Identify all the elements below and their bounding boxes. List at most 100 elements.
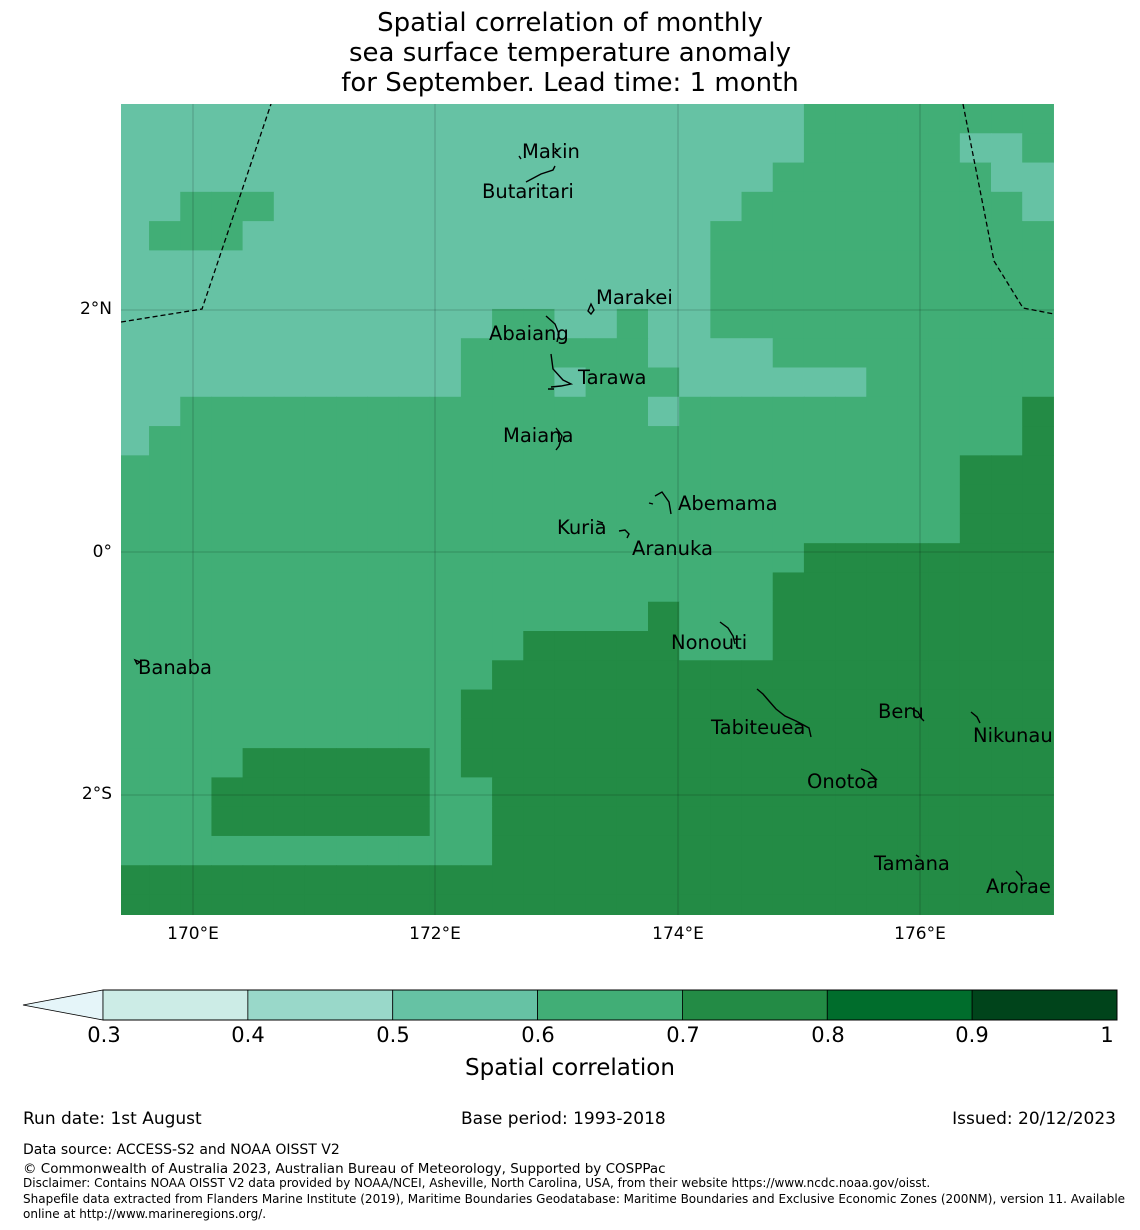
colorbar-tick-1: 1 (1100, 1023, 1114, 1047)
grid-cell (492, 718, 524, 749)
colorbar-extend-arrow (22, 989, 104, 1021)
grid-cell (273, 748, 306, 778)
grid-cell (866, 250, 899, 281)
grid-cell (304, 162, 337, 193)
grid-cell (460, 777, 493, 808)
grid-cell (835, 601, 867, 632)
grid-cell (367, 133, 400, 164)
grid-cell (211, 601, 244, 632)
grid-cell (772, 367, 805, 398)
grid-cell (460, 308, 493, 339)
grid-cell (523, 133, 556, 164)
grid-cell (866, 631, 899, 661)
grid-cell (367, 484, 400, 515)
grid-cell (211, 426, 244, 456)
grid-cell (772, 338, 805, 369)
grid-cell (367, 221, 400, 251)
grid-cell (429, 396, 462, 427)
grid-cell (991, 865, 1023, 896)
grid-cell (928, 104, 961, 134)
grid-cell (897, 338, 930, 369)
grid-cell (273, 513, 306, 544)
grid-cell (492, 572, 524, 603)
grid-cell (211, 250, 244, 281)
grid-cell (928, 572, 961, 603)
grid-cell (772, 601, 805, 632)
grid-cell (336, 865, 368, 896)
grid-cell (398, 308, 431, 339)
grid-cell (121, 221, 150, 251)
grid-cell (523, 631, 556, 661)
grid-cell (866, 396, 899, 427)
grid-cell (710, 689, 743, 720)
grid-cell (273, 777, 306, 808)
grid-cell (928, 426, 961, 456)
grid-cell (149, 455, 181, 486)
grid-cell (554, 543, 587, 574)
grid-cell (991, 279, 1023, 310)
grid-cell (429, 338, 462, 369)
grid-cell (616, 308, 649, 339)
grid-cell (304, 865, 337, 896)
grid-cell (897, 221, 930, 251)
grid-cell (121, 308, 150, 339)
grid-cell (585, 806, 618, 837)
grid-cell (679, 572, 711, 603)
grid-cell (242, 279, 275, 310)
grid-cell (180, 806, 213, 837)
grid-cell (741, 250, 774, 281)
grid-cell (772, 104, 805, 134)
grid-cell (149, 484, 181, 515)
grid-cell (180, 308, 213, 339)
grid-cell (273, 865, 306, 896)
grid-cell (554, 484, 587, 515)
grid-cell (991, 104, 1023, 134)
grid-cell (429, 513, 462, 544)
grid-cell (616, 162, 649, 193)
grid-cell (991, 894, 1023, 915)
grid-cell (991, 455, 1023, 486)
grid-cell (304, 601, 337, 632)
grid-cell (679, 513, 711, 544)
grid-cell (180, 748, 213, 778)
grid-cell (616, 396, 649, 427)
grid-cell (741, 133, 774, 164)
grid-cell (149, 250, 181, 281)
place-label-tamana: Tamana (874, 852, 950, 875)
grid-cell (928, 835, 961, 866)
grid-cell (1022, 572, 1054, 603)
grid-cell (959, 104, 992, 134)
grid-cell (523, 865, 556, 896)
grid-cell (149, 748, 181, 778)
grid-cell (1022, 250, 1054, 281)
grid-cell (959, 338, 992, 369)
grid-cell (149, 601, 181, 632)
grid-cell (121, 513, 150, 544)
grid-cell (149, 806, 181, 837)
grid-cell (336, 338, 368, 369)
grid-cell (772, 572, 805, 603)
grid-cell (1022, 660, 1054, 691)
grid-cell (710, 572, 743, 603)
grid-cell (803, 396, 836, 427)
grid-cell (772, 865, 805, 896)
grid-cell (648, 133, 680, 164)
grid-cell (835, 338, 867, 369)
grid-cell (679, 308, 711, 339)
grid-cell (523, 484, 556, 515)
grid-cell (648, 338, 680, 369)
colorbar-bin (247, 989, 394, 1021)
grid-cell (121, 133, 150, 164)
grid-cell (398, 894, 431, 915)
grid-cell (616, 718, 649, 749)
grid-cell (429, 221, 462, 251)
colorbar-tick-0-5: 0.5 (376, 1023, 410, 1047)
shapefile-credit-line-2: online at http://www.marineregions.org/. (23, 1207, 267, 1221)
grid-cell (679, 426, 711, 456)
grid-cell (149, 133, 181, 164)
place-label-abaiang: Abaiang (489, 322, 569, 345)
grid-cell (211, 484, 244, 515)
grid-cell (242, 367, 275, 398)
grid-cell (304, 835, 337, 866)
grid-cell (803, 894, 836, 915)
